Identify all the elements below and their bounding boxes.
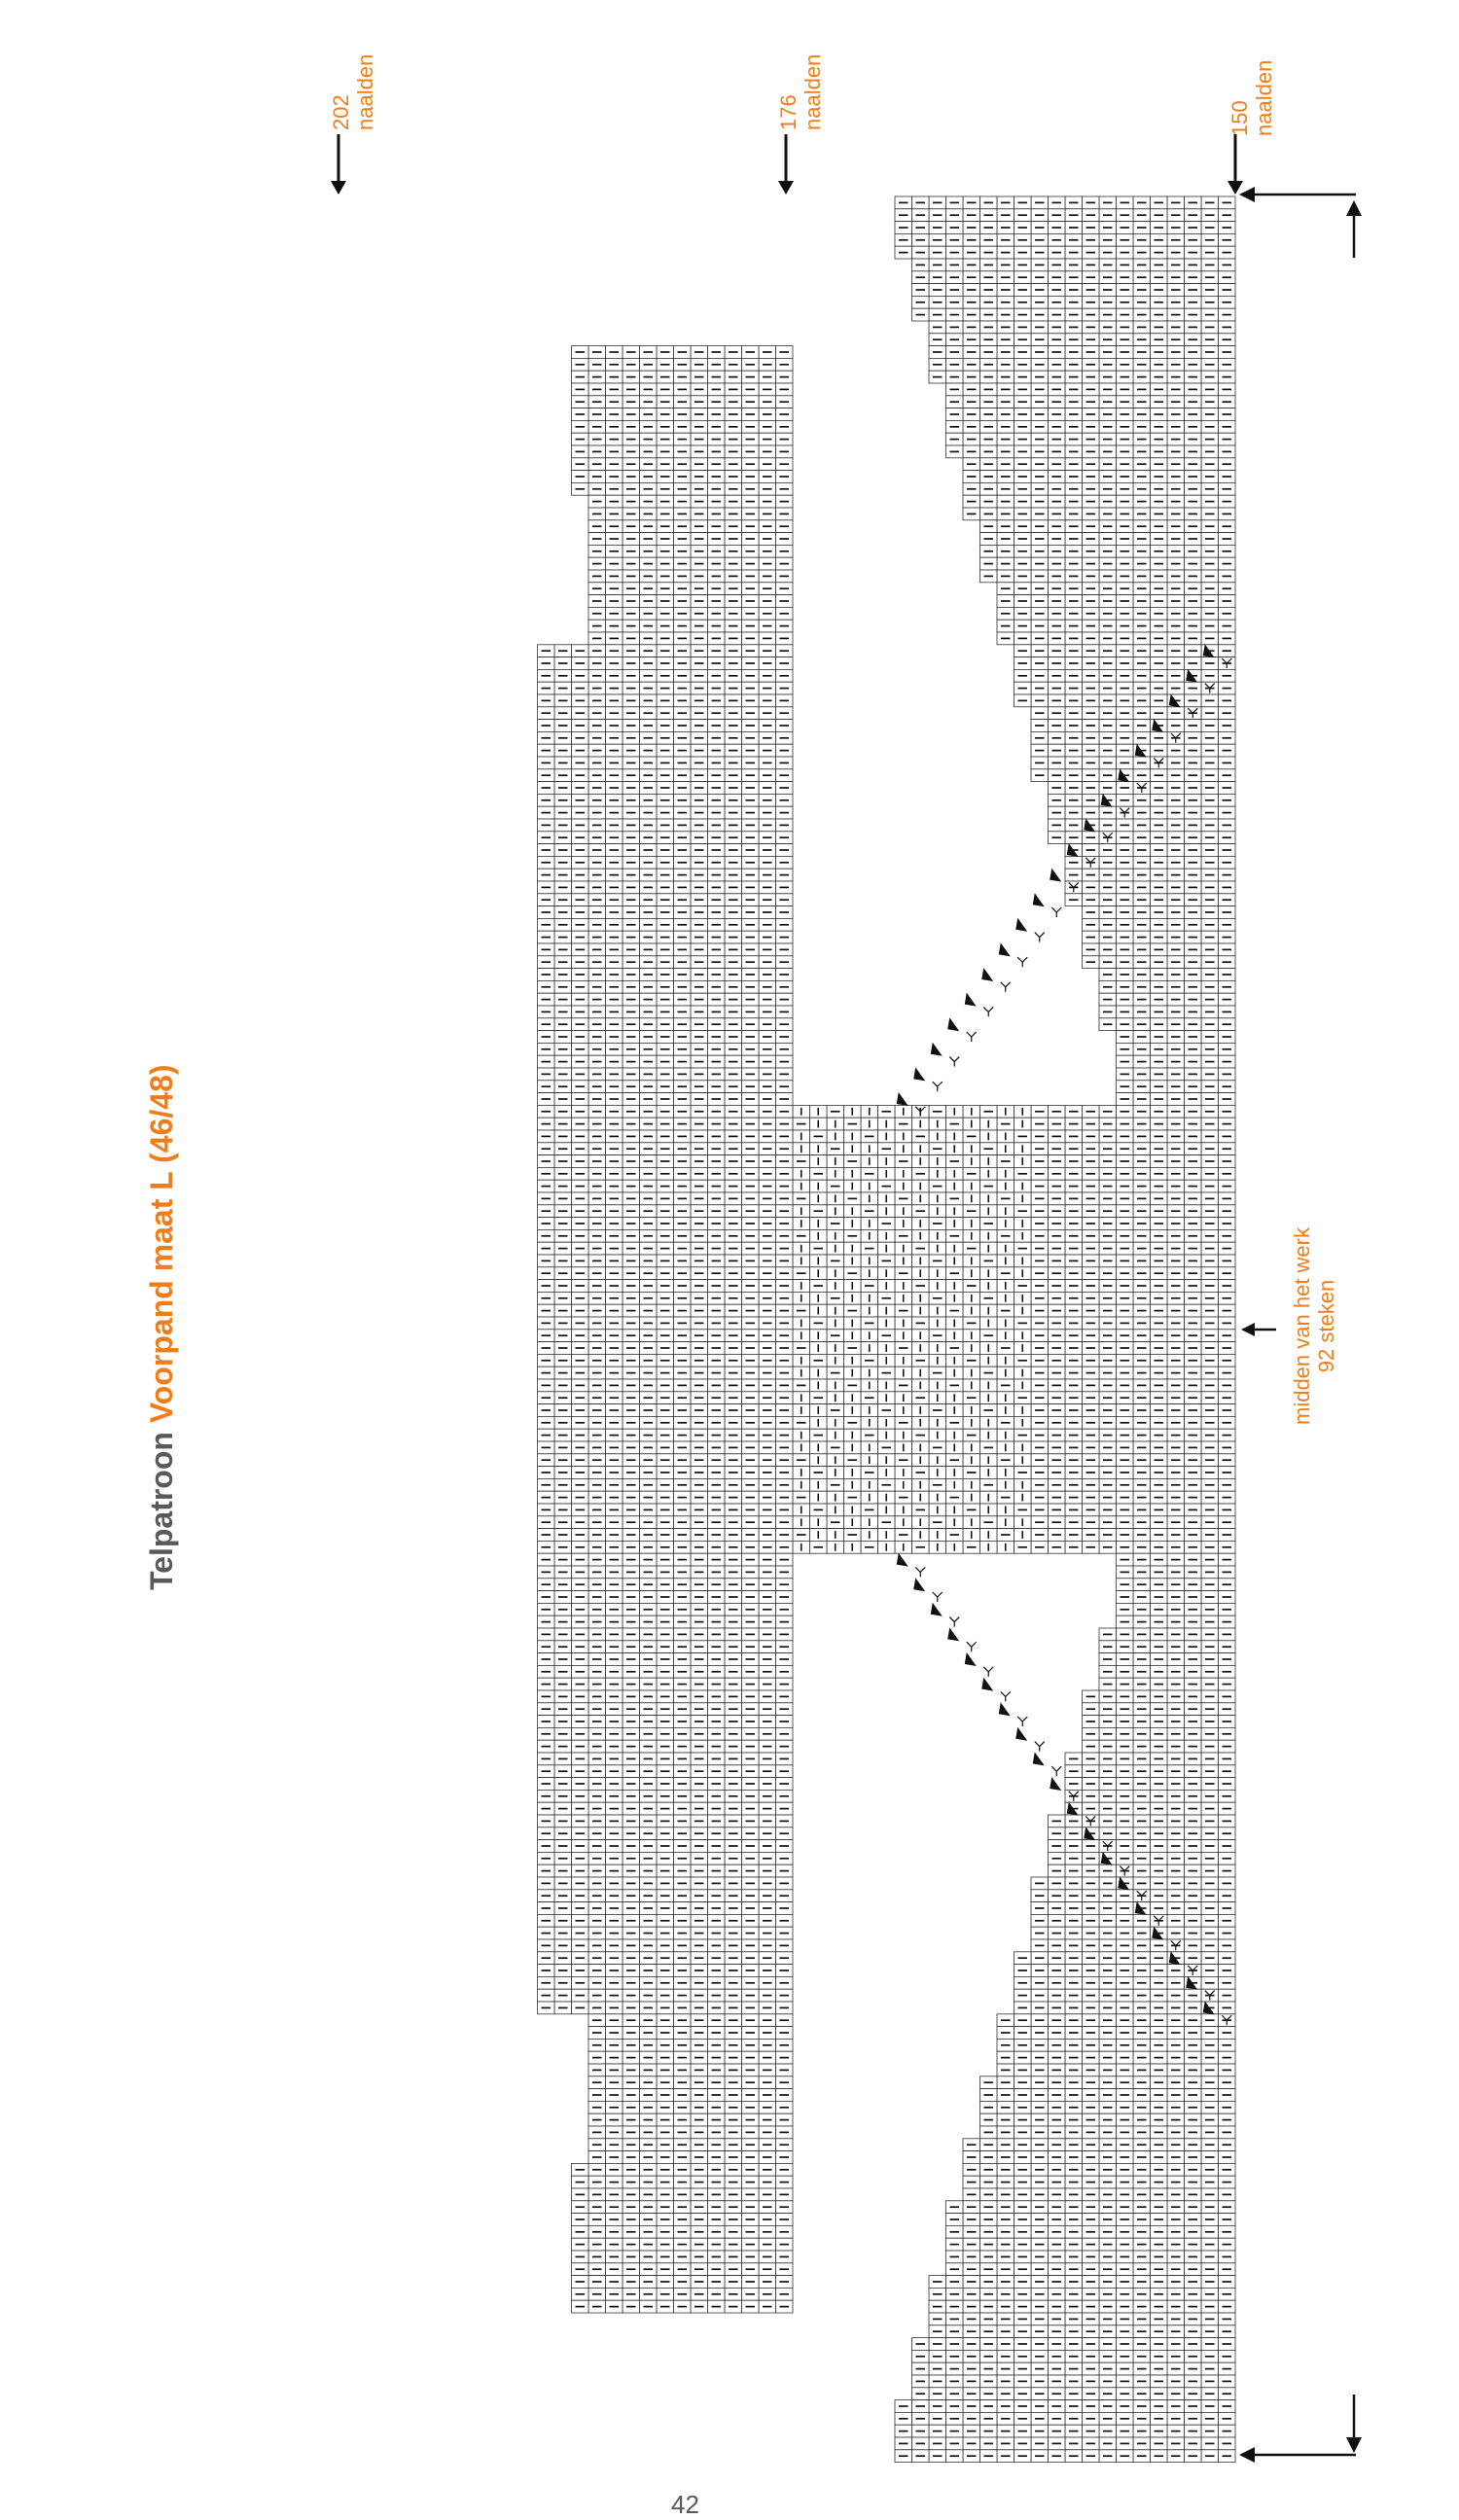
chart-grid (537, 195, 1236, 2464)
